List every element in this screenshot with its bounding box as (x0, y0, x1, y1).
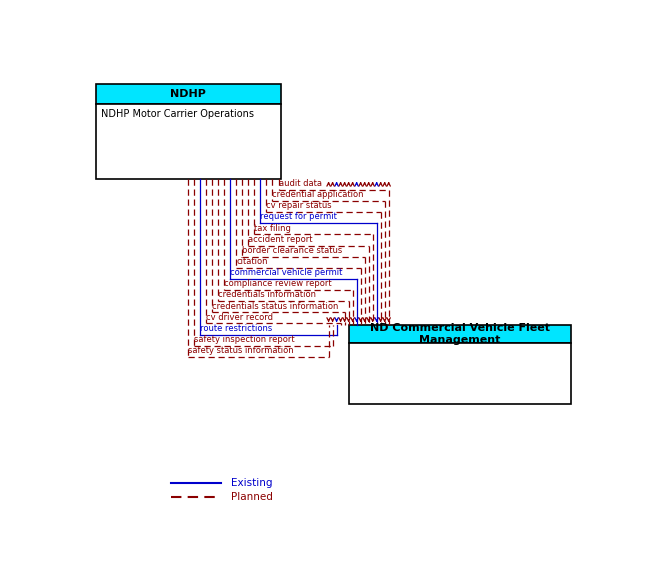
Text: cv repair status: cv repair status (267, 202, 332, 210)
Text: safety inspection report: safety inspection report (194, 335, 295, 344)
Text: tax filing: tax filing (255, 224, 291, 233)
Bar (349, 343, 571, 404)
Text: Planned: Planned (231, 492, 273, 502)
Text: commercial vehicle permit: commercial vehicle permit (231, 268, 343, 277)
Text: credential application: credential application (273, 190, 364, 199)
Text: cv driver record: cv driver record (207, 313, 273, 322)
Bar (96, 104, 281, 179)
Bar (349, 325, 571, 343)
Text: NDHP Motor Carrier Operations: NDHP Motor Carrier Operations (101, 108, 254, 119)
Text: accident report: accident report (249, 235, 313, 244)
Text: audit data: audit data (278, 179, 322, 188)
Text: border clearance status: border clearance status (242, 246, 343, 255)
Text: route restrictions: route restrictions (200, 324, 273, 333)
Text: citation: citation (236, 257, 268, 266)
Bar (96, 84, 281, 104)
Text: request for permit: request for permit (260, 213, 337, 222)
Text: NDHP: NDHP (171, 89, 206, 99)
Text: credentials status information: credentials status information (213, 302, 339, 311)
Text: ND Commercial Vehicle Fleet
Management: ND Commercial Vehicle Fleet Management (370, 323, 550, 345)
Text: credentials information: credentials information (218, 291, 317, 299)
Text: safety status information: safety status information (189, 346, 294, 355)
Text: Existing: Existing (231, 478, 273, 488)
Text: compliance review report: compliance review report (224, 280, 332, 288)
